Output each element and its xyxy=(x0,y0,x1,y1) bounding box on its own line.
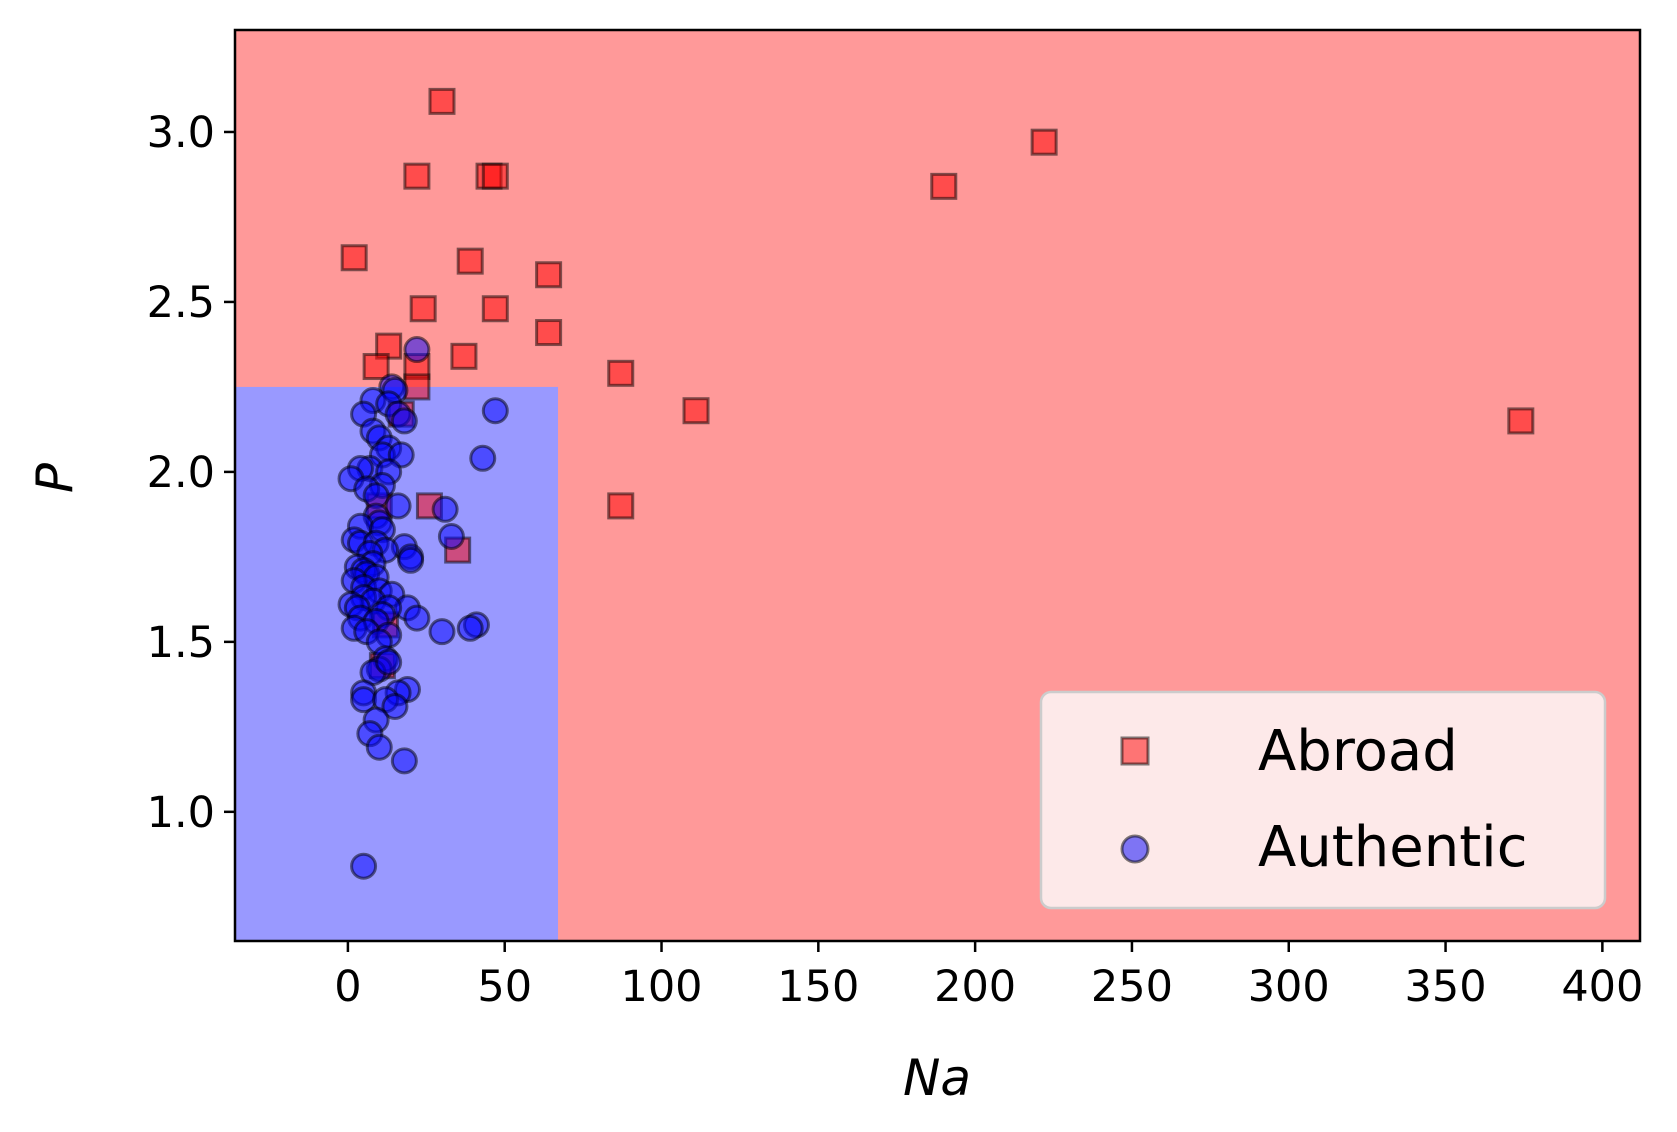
point-abroad xyxy=(535,319,563,347)
point-authentic xyxy=(403,336,431,364)
point-authentic xyxy=(390,407,418,435)
x-tick-label: 150 xyxy=(777,962,859,1012)
point-authentic xyxy=(390,747,418,775)
scatter-points xyxy=(337,87,1535,880)
point-authentic xyxy=(481,397,509,425)
point-abroad xyxy=(481,295,509,323)
point-abroad xyxy=(682,397,710,425)
y-tick-label: 2.5 xyxy=(147,278,215,328)
point-authentic xyxy=(350,852,378,880)
point-authentic xyxy=(428,618,456,646)
x-axis: 0 50 100 150 200 250 300 350 400 xyxy=(334,941,1643,1012)
y-tick-label: 3.0 xyxy=(147,108,215,158)
x-axis-label: Na xyxy=(903,1049,971,1107)
legend-box xyxy=(1039,690,1607,910)
point-abroad xyxy=(607,359,635,387)
legend-label-authentic: Authentic xyxy=(1258,815,1528,880)
x-tick-label: 50 xyxy=(477,962,532,1012)
x-tick-label: 100 xyxy=(620,962,702,1012)
y-axis-label: P xyxy=(26,462,84,493)
point-abroad xyxy=(481,162,509,190)
point-authentic xyxy=(431,495,459,523)
point-authentic xyxy=(403,604,431,632)
point-authentic xyxy=(397,546,425,574)
point-abroad xyxy=(409,295,437,323)
y-axis: 1.0 1.5 2.0 2.5 3.0 xyxy=(147,108,235,838)
point-authentic xyxy=(469,444,497,472)
point-authentic xyxy=(437,522,465,550)
legend-marker-authentic xyxy=(1120,834,1150,864)
point-abroad xyxy=(1507,407,1535,435)
x-tick-label: 200 xyxy=(934,962,1016,1012)
point-abroad xyxy=(456,247,484,275)
point-abroad xyxy=(607,492,635,520)
y-tick-label: 2.0 xyxy=(147,448,215,498)
point-authentic xyxy=(381,692,409,720)
x-tick-label: 300 xyxy=(1248,962,1330,1012)
x-tick-label: 350 xyxy=(1405,962,1487,1012)
point-abroad xyxy=(428,87,456,115)
point-abroad xyxy=(340,244,368,272)
point-authentic xyxy=(375,648,403,676)
y-tick-label: 1.0 xyxy=(147,788,215,838)
legend-marker-abroad xyxy=(1120,736,1150,766)
point-abroad xyxy=(930,172,958,200)
point-authentic xyxy=(456,614,484,642)
point-abroad xyxy=(403,162,431,190)
point-abroad xyxy=(403,373,431,401)
x-tick-label: 400 xyxy=(1561,962,1643,1012)
plot-frame xyxy=(233,28,1642,943)
point-abroad xyxy=(1030,128,1058,156)
point-abroad xyxy=(362,353,390,381)
legend-label-abroad: Abroad xyxy=(1258,719,1458,784)
legend: Abroad Authentic xyxy=(1039,690,1607,910)
x-tick-label: 250 xyxy=(1091,962,1173,1012)
point-abroad xyxy=(535,261,563,289)
point-authentic xyxy=(365,733,393,761)
point-authentic xyxy=(384,492,412,520)
x-tick-label: 0 xyxy=(334,962,361,1012)
y-tick-label: 1.5 xyxy=(147,618,215,668)
point-abroad xyxy=(450,342,478,370)
